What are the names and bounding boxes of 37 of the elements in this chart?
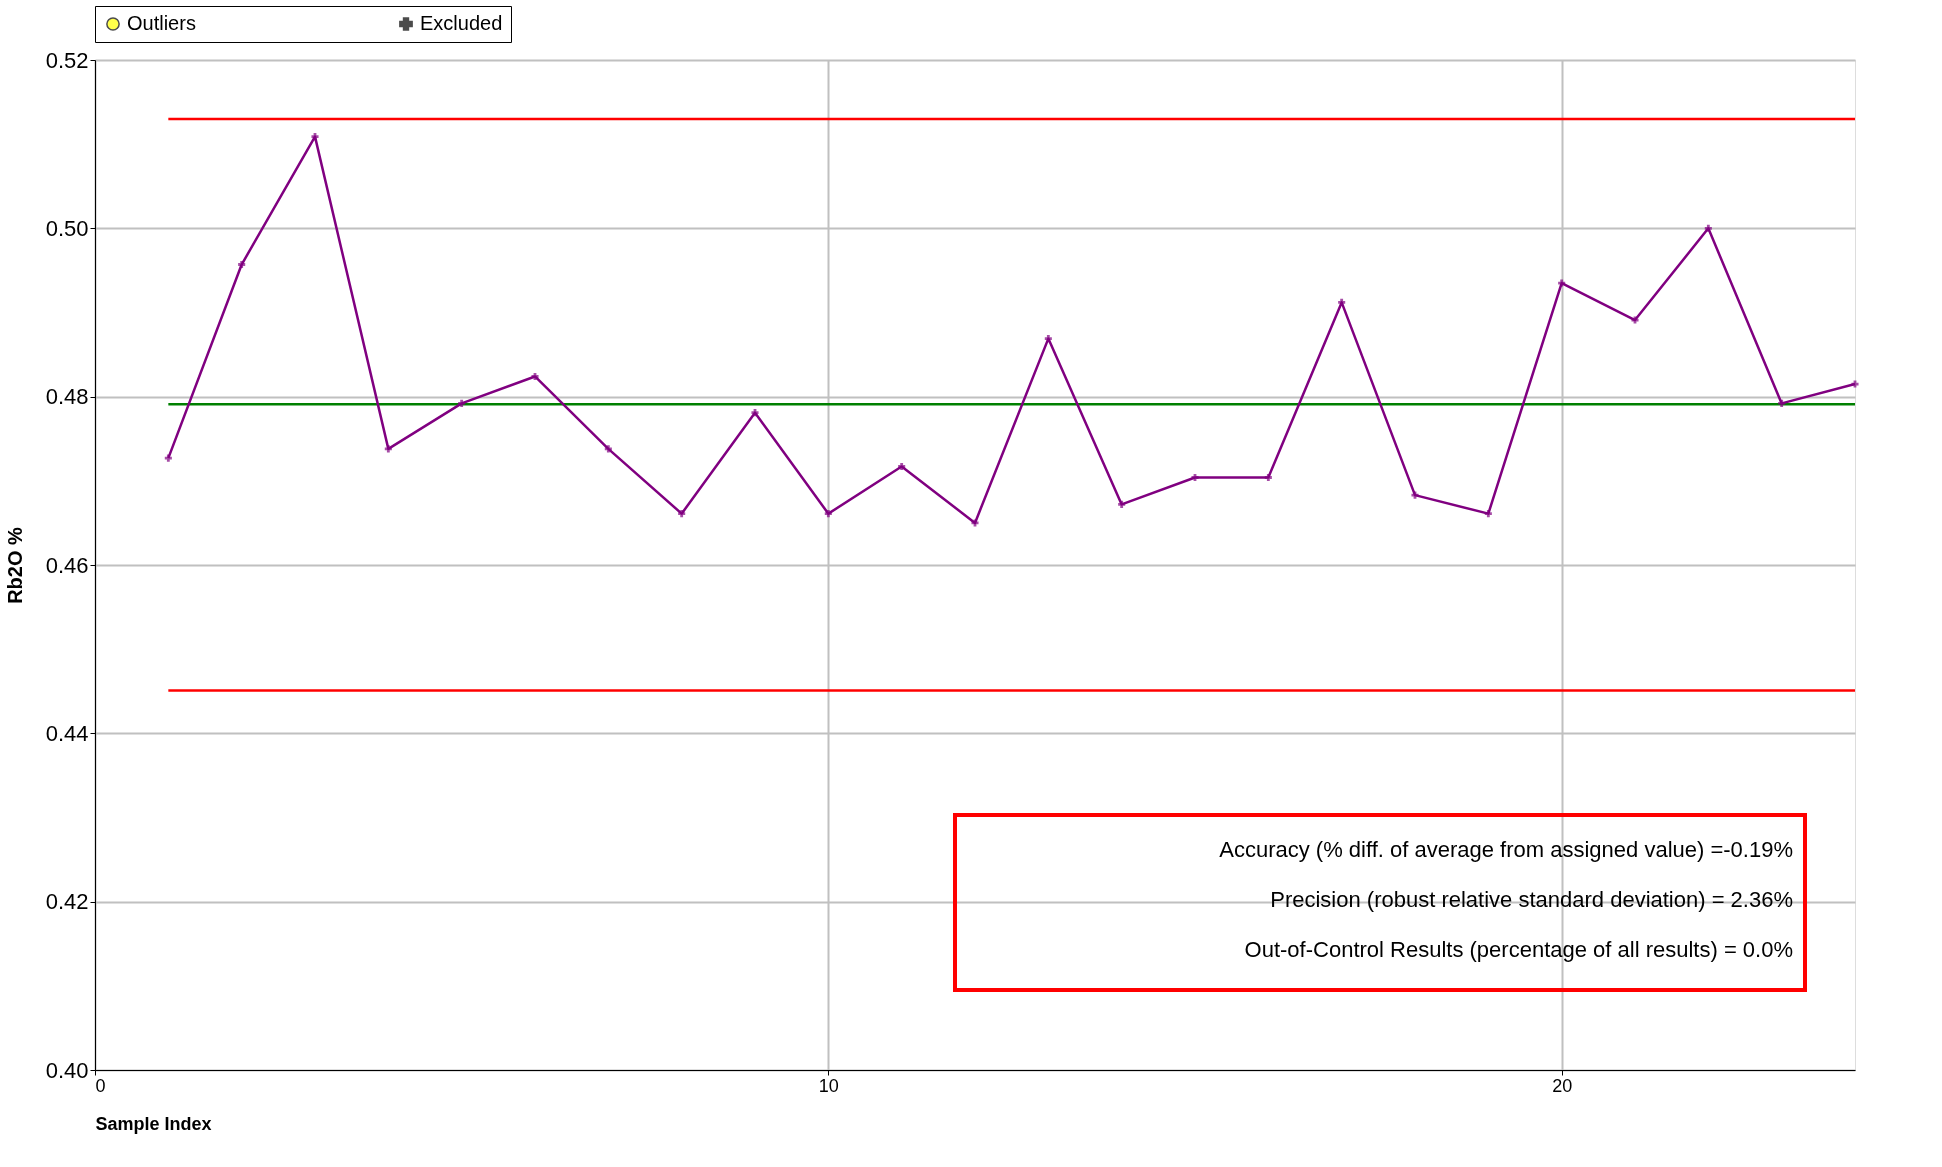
point <box>824 510 832 518</box>
y-axis-title: Rb2O % <box>3 526 26 604</box>
point <box>1484 510 1492 518</box>
legend-label: Excluded <box>420 12 503 34</box>
x-axis-title: Sample Index <box>95 1113 212 1134</box>
point <box>384 445 392 453</box>
y-tick-label: 0.50 <box>45 215 89 241</box>
annotation: Accuracy (% diff. of average from assigned value) =-0.19% <box>1219 837 1793 862</box>
point <box>678 510 686 518</box>
point <box>531 372 539 380</box>
point <box>458 399 466 407</box>
point <box>164 454 172 462</box>
point <box>898 462 906 471</box>
y-tick-label: 0.46 <box>45 552 89 578</box>
point <box>1778 399 1786 407</box>
point <box>1191 473 1199 481</box>
x-tick-label: 20 <box>1552 1075 1573 1096</box>
point <box>604 445 612 453</box>
point <box>1411 491 1419 499</box>
legend-label: Outliers <box>127 12 196 34</box>
y-tick-label: 0.52 <box>45 47 89 73</box>
point <box>1264 473 1272 481</box>
x-tick-label: 0 <box>95 1075 106 1096</box>
point <box>1704 224 1712 232</box>
annotation: Precision (robust relative standard deviation) = 2.36% <box>1270 887 1793 912</box>
point <box>751 409 759 417</box>
y-tick-label: 0.40 <box>45 1057 89 1083</box>
point <box>1558 279 1566 287</box>
y-tick-label: 0.44 <box>45 720 89 746</box>
point <box>1044 335 1052 343</box>
point <box>238 260 246 269</box>
x-tick-label: 10 <box>818 1075 839 1096</box>
y-tick-label: 0.48 <box>45 384 89 410</box>
point <box>311 133 319 141</box>
y-tick-label: 0.42 <box>45 889 89 915</box>
point <box>1118 500 1126 508</box>
annotation: Out-of-Control Results (percentage of all results) = 0.0% <box>1244 937 1793 962</box>
